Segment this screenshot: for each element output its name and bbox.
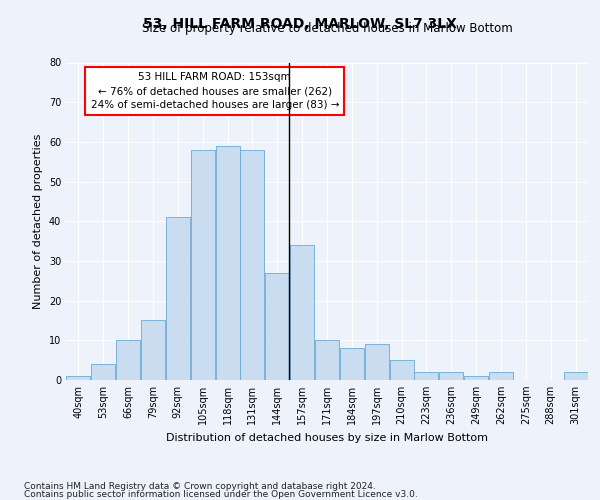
Text: 53 HILL FARM ROAD: 153sqm
← 76% of detached houses are smaller (262)
24% of semi: 53 HILL FARM ROAD: 153sqm ← 76% of detac… xyxy=(91,72,339,110)
Text: Contains HM Land Registry data © Crown copyright and database right 2024.: Contains HM Land Registry data © Crown c… xyxy=(24,482,376,491)
Bar xyxy=(290,245,314,380)
Title: Size of property relative to detached houses in Marlow Bottom: Size of property relative to detached ho… xyxy=(142,22,512,35)
Bar xyxy=(340,348,364,380)
Bar xyxy=(91,364,115,380)
Bar xyxy=(166,218,190,380)
Bar xyxy=(67,376,91,380)
Bar xyxy=(415,372,439,380)
Text: 53, HILL FARM ROAD, MARLOW, SL7 3LX: 53, HILL FARM ROAD, MARLOW, SL7 3LX xyxy=(143,18,457,32)
Bar xyxy=(215,146,239,380)
Bar xyxy=(464,376,488,380)
Bar xyxy=(265,273,289,380)
Bar xyxy=(191,150,215,380)
Bar xyxy=(563,372,587,380)
Bar xyxy=(315,340,339,380)
Bar xyxy=(439,372,463,380)
Bar xyxy=(389,360,413,380)
Text: Contains public sector information licensed under the Open Government Licence v3: Contains public sector information licen… xyxy=(24,490,418,499)
Bar xyxy=(489,372,513,380)
Bar xyxy=(365,344,389,380)
Bar xyxy=(141,320,165,380)
Y-axis label: Number of detached properties: Number of detached properties xyxy=(33,134,43,309)
Bar xyxy=(116,340,140,380)
Bar xyxy=(241,150,265,380)
X-axis label: Distribution of detached houses by size in Marlow Bottom: Distribution of detached houses by size … xyxy=(166,432,488,442)
